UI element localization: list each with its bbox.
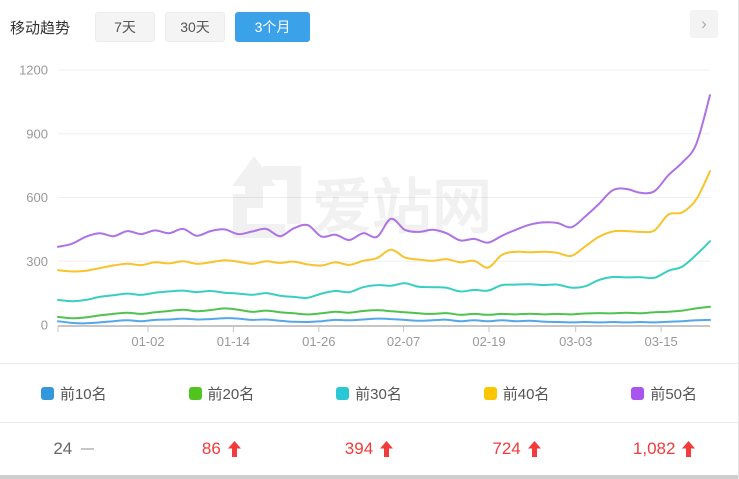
chevron-right-icon[interactable]: › — [690, 10, 718, 38]
svg-text:01-26: 01-26 — [302, 334, 335, 349]
up-arrow-icon — [380, 441, 394, 457]
trend-line-chart: 0 300 600 900 1200 爱站网 01-02 01-14 01-26 02-07 02-… — [19, 63, 711, 349]
header: 移动趋势 7天 30天 3个月 › — [0, 0, 738, 56]
legend-label: 前50名 — [650, 385, 698, 403]
value-cell-top30: 394 — [295, 439, 443, 459]
tab-3months[interactable]: 3个月 — [235, 12, 310, 42]
legend-item-top50[interactable]: 前50名 — [590, 383, 738, 404]
flat-dash-icon — [81, 448, 95, 450]
svg-text:03-03: 03-03 — [559, 334, 592, 349]
latest-value: 24 — [53, 439, 73, 458]
svg-text:600: 600 — [26, 190, 48, 205]
chart-area: 0 300 600 900 1200 爱站网 01-02 01-14 01-26 02-07 02-… — [0, 56, 738, 363]
legend-item-top20[interactable]: 前20名 — [148, 383, 296, 404]
legend-marker-icon — [40, 386, 54, 400]
legend-label: 前10名 — [59, 385, 107, 403]
up-arrow-icon — [527, 441, 541, 457]
legend-label: 前20名 — [207, 385, 255, 403]
up-arrow-icon — [682, 441, 696, 457]
bottom-border — [0, 475, 738, 479]
value-cell-top20: 86 — [148, 439, 296, 459]
svg-text:02-07: 02-07 — [387, 334, 420, 349]
tab-30days[interactable]: 30天 — [165, 12, 225, 42]
page-title: 移动趋势 — [10, 20, 71, 37]
latest-values: 24 86 394 724 1,082 — [0, 422, 738, 475]
up-arrow-icon — [227, 441, 241, 457]
tab-7days[interactable]: 7天 — [95, 12, 155, 42]
latest-value: 724 — [492, 439, 521, 458]
legend-label: 前40名 — [502, 385, 550, 403]
svg-text:01-02: 01-02 — [131, 334, 164, 349]
legend-label: 前30名 — [355, 385, 402, 403]
legend-item-top40[interactable]: 前40名 — [443, 383, 591, 404]
svg-text:爱站网: 爱站网 — [312, 174, 492, 241]
legend-marker-icon — [631, 386, 645, 400]
svg-text:300: 300 — [26, 254, 48, 269]
svg-text:1200: 1200 — [19, 63, 48, 78]
svg-text:0: 0 — [41, 318, 48, 333]
latest-value: 86 — [201, 439, 221, 458]
legend-item-top10[interactable]: 前10名 — [0, 383, 148, 404]
value-cell-top40: 724 — [443, 439, 591, 459]
svg-text:03-15: 03-15 — [644, 334, 677, 349]
latest-value: 1,082 — [632, 439, 676, 458]
legend: 前10名 前20名 前30名 前40名 前50名 — [0, 363, 738, 422]
value-cell-top10: 24 — [0, 439, 148, 459]
legend-marker-icon — [188, 386, 202, 400]
legend-marker-icon — [483, 386, 497, 400]
svg-text:01-14: 01-14 — [217, 334, 250, 349]
legend-item-top30[interactable]: 前30名 — [295, 383, 443, 404]
svg-text:900: 900 — [26, 126, 48, 141]
legend-marker-icon — [336, 386, 350, 400]
svg-text:02-19: 02-19 — [472, 334, 505, 349]
latest-value: 394 — [344, 439, 374, 458]
value-cell-top50: 1,082 — [590, 439, 738, 459]
